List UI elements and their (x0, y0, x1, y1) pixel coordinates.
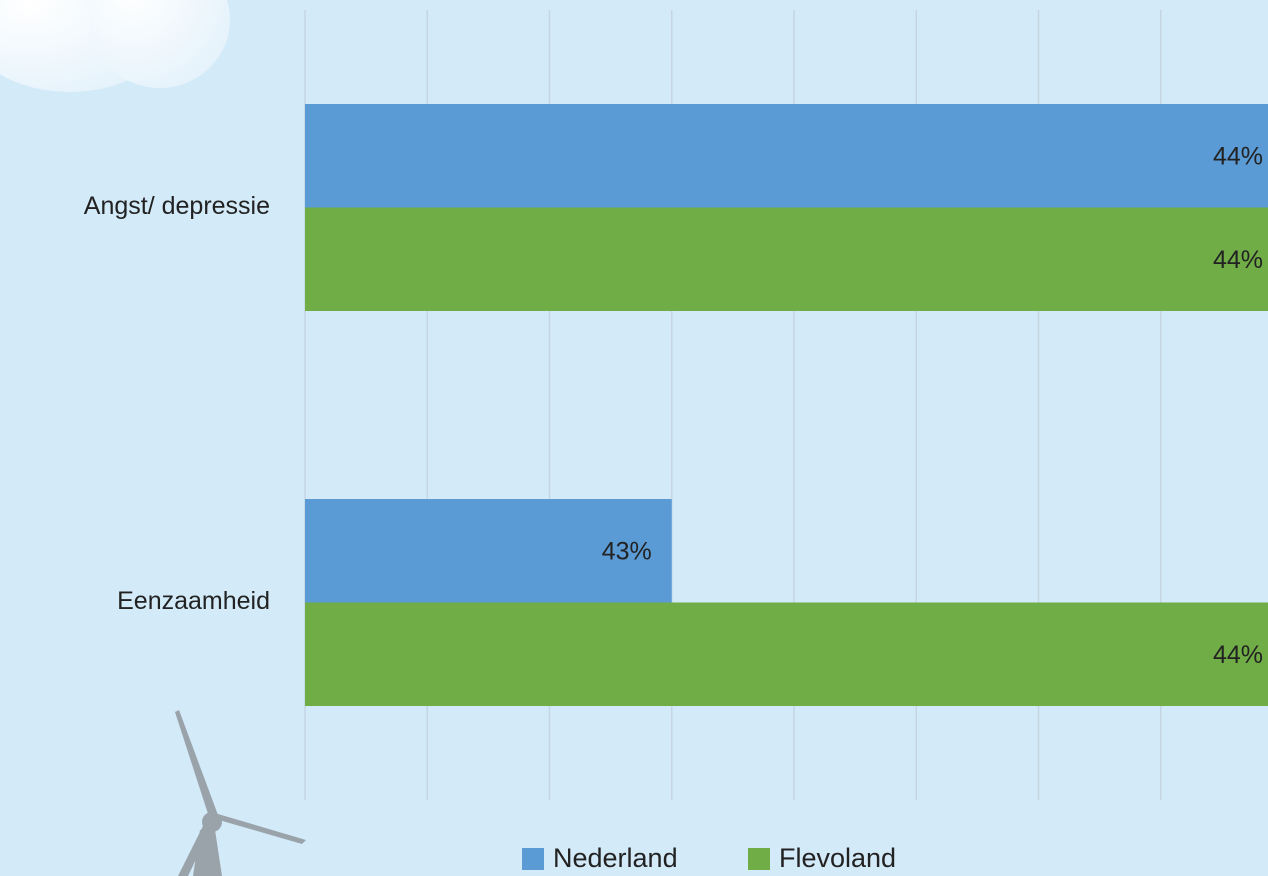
legend-swatch (522, 848, 544, 870)
windmill-decoration (175, 710, 306, 876)
category-label: Angst/ depressie (84, 192, 270, 220)
bars: Angst/ depressie 44% 44% Eenzaamheid 43% 44% (84, 104, 1268, 706)
legend-label: Flevoland (779, 843, 896, 873)
cloud-decoration (0, 0, 230, 92)
category-label: Eenzaamheid (117, 587, 270, 615)
value-label: 43% (602, 537, 652, 565)
legend: Nederland Flevoland (522, 843, 896, 873)
legend-label: Nederland (553, 843, 678, 873)
bar (305, 207, 1268, 311)
value-label: 44% (1213, 246, 1263, 274)
value-label: 44% (1213, 641, 1263, 669)
bar (305, 499, 672, 603)
value-label: 44% (1213, 142, 1263, 170)
legend-swatch (748, 848, 770, 870)
bar (305, 602, 1268, 706)
bar (305, 104, 1268, 208)
